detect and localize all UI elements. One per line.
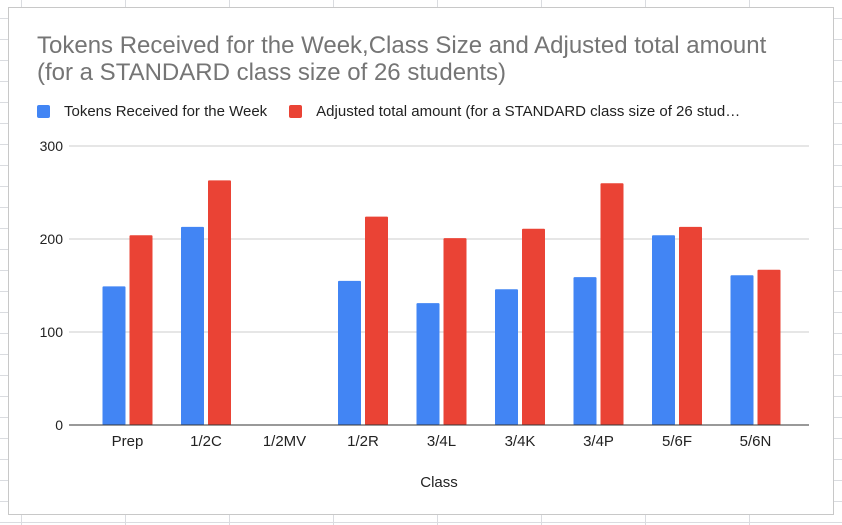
chart-legend: Tokens Received for the Week Adjusted to… <box>37 102 788 120</box>
legend-swatch-adjusted <box>289 104 303 118</box>
x-tick-label: 3/4P <box>583 433 614 450</box>
bar-tokens[interactable] <box>181 226 204 425</box>
y-tick-label: 200 <box>40 231 64 247</box>
bar-tokens[interactable] <box>652 235 675 425</box>
bar-tokens[interactable] <box>573 277 597 425</box>
x-tick-label: 5/6N <box>740 433 772 450</box>
x-axis-title: Class <box>420 474 458 491</box>
x-tick-label: 5/6F <box>662 433 692 450</box>
x-tick-label: Prep <box>112 433 144 450</box>
bar-adjusted[interactable] <box>208 180 231 425</box>
x-tick-label: 3/4K <box>505 433 536 450</box>
legend-item-adjusted[interactable]: Adjusted total amount (for a STANDARD cl… <box>289 103 788 120</box>
x-tick-label: 1/2C <box>190 433 222 450</box>
bar-tokens[interactable] <box>102 286 126 425</box>
bar-adjusted[interactable] <box>600 183 624 425</box>
chart-title: Tokens Received for the Week,Class Size … <box>37 32 767 86</box>
y-tick-label: 0 <box>55 417 63 433</box>
x-tick-label: 1/2R <box>347 433 379 450</box>
y-tick-label: 300 <box>40 138 64 154</box>
bars <box>102 180 781 425</box>
bar-tokens[interactable] <box>495 289 518 425</box>
bar-adjusted[interactable] <box>365 216 388 425</box>
chart-plot: 0 100 200 300 Prep 1/2C 1/2MV 1/2R 3/4L 3/4K 3/4P… <box>40 138 809 491</box>
bar-adjusted[interactable] <box>679 226 702 425</box>
legend-item-tokens[interactable]: Tokens Received for the Week <box>37 103 267 120</box>
legend-swatch-tokens <box>37 104 50 118</box>
legend-label-tokens: Tokens Received for the Week <box>64 102 268 120</box>
bar-adjusted[interactable] <box>757 269 781 425</box>
bar-adjusted[interactable] <box>443 238 467 425</box>
x-axis-ticks: Prep 1/2C 1/2MV 1/2R 3/4L 3/4K 3/4P 5/6F 5/6N <box>112 433 772 450</box>
x-tick-label: 3/4L <box>427 433 456 450</box>
chart-card: Tokens Received for the Week,Class Size … <box>8 7 834 515</box>
x-tick-label: 1/2MV <box>263 433 306 450</box>
y-tick-label: 100 <box>40 324 64 340</box>
bar-adjusted[interactable] <box>522 228 545 425</box>
bar-tokens[interactable] <box>730 275 754 425</box>
bar-adjusted[interactable] <box>129 235 153 425</box>
y-axis-ticks: 0 100 200 300 <box>40 138 64 433</box>
bar-tokens[interactable] <box>416 303 440 425</box>
bar-tokens[interactable] <box>338 280 361 425</box>
